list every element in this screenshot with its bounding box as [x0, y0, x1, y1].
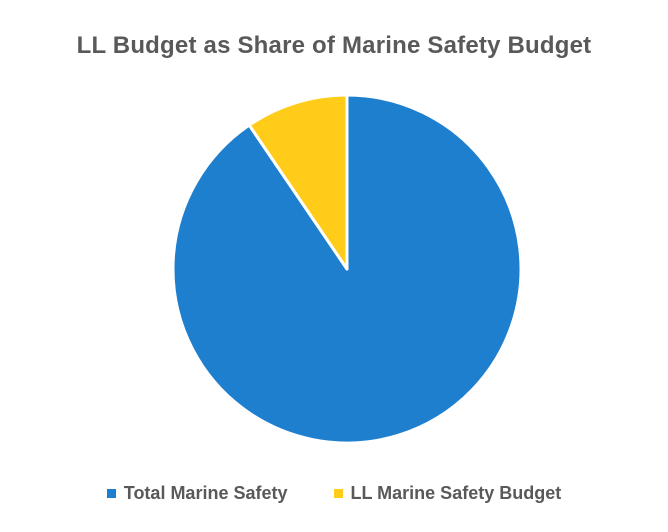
legend-label-total-marine-safety: Total Marine Safety [123, 483, 288, 503]
legend-label-ll-marine-safety-budget: LL Marine Safety Budget [350, 483, 562, 503]
legend-item-total-marine-safety: Total Marine Safety [106, 483, 288, 504]
legend-item-ll-marine-safety-budget: LL Marine Safety Budget [333, 483, 562, 504]
pie-slice-ll-marine-safety-budget [247, 93, 349, 271]
chart-title: LL Budget as Share of Marine Safety Budg… [76, 32, 592, 59]
chart-legend: Total Marine Safety LL Marine Safety Bud… [0, 483, 668, 504]
legend-swatch-ll-marine-safety-budget [333, 489, 343, 498]
legend-swatch-total-marine-safety [106, 489, 116, 498]
